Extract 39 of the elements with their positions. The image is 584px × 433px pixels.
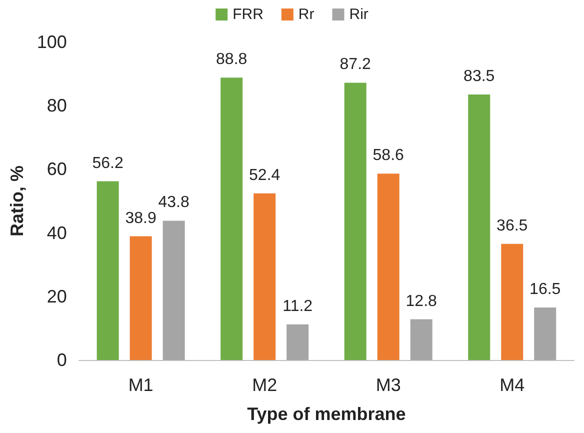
- data-label: 87.2: [340, 56, 372, 74]
- data-label: 52.4: [249, 166, 280, 184]
- y-tick-label: 80: [46, 96, 67, 116]
- bar: [501, 244, 524, 360]
- y-tick-label: 40: [46, 222, 67, 243]
- y-tick-label: 60: [46, 159, 67, 180]
- data-label: 83.5: [464, 68, 495, 85]
- y-tick-label: 20: [46, 286, 67, 306]
- legend-label: FRR: [232, 6, 264, 23]
- data-label: 36.5: [496, 217, 528, 234]
- x-axis-title: Type of membrane: [247, 404, 406, 424]
- data-label: 16.5: [530, 281, 561, 298]
- bar: [410, 319, 432, 360]
- data-label: 43.8: [158, 194, 190, 212]
- x-tick-label: M2: [252, 375, 278, 395]
- x-tick-label: M1: [128, 375, 154, 395]
- data-label: 12.8: [406, 292, 438, 310]
- data-label: 11.2: [282, 298, 313, 315]
- bar: [344, 82, 366, 360]
- bar: [220, 78, 243, 360]
- legend-label: Rir: [349, 6, 368, 23]
- bar: [534, 308, 556, 360]
- bar: [96, 181, 119, 360]
- bar: [130, 236, 152, 360]
- y-tick-label: 100: [36, 32, 67, 52]
- x-tick-label: M4: [500, 375, 525, 395]
- data-label: 56.2: [92, 154, 124, 172]
- y-axis-title: Ratio, %: [7, 165, 27, 237]
- legend-label: Rr: [298, 6, 314, 23]
- bar: [254, 193, 276, 360]
- data-label: 88.8: [216, 51, 248, 68]
- data-label: 58.6: [372, 147, 404, 164]
- bar: [468, 94, 490, 360]
- y-tick-label: 0: [56, 350, 67, 370]
- bar: [377, 174, 400, 360]
- x-tick-label: M3: [376, 375, 401, 395]
- bar: [286, 324, 309, 360]
- bar: [162, 220, 185, 360]
- data-label: 38.9: [125, 210, 156, 227]
